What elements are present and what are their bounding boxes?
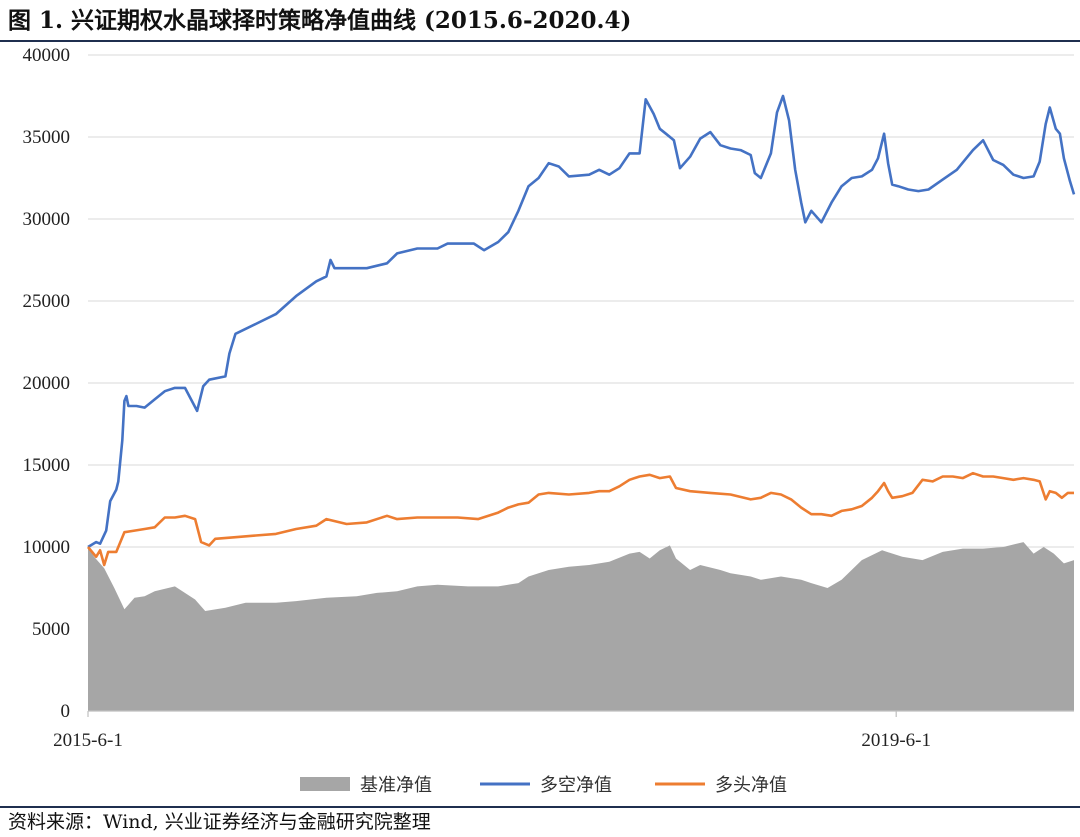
legend: 基准净值 多空净值 多头净值 [300,775,787,796]
series-line-1 [87,94,1076,549]
gridlines [88,54,1074,630]
legend-label: 多头净值 [715,775,787,796]
area-series [88,542,1074,711]
y-tick-label: 30000 [23,209,71,230]
series-area-benchmark [88,542,1074,711]
x-tick-label: 2019-6-1 [861,730,931,751]
line-series [86,94,1076,567]
y-tick-label: 15000 [23,455,71,476]
y-tick-label: 40000 [23,45,71,66]
y-tick-label: 35000 [23,127,71,148]
series-line-2 [86,471,1074,567]
chart-title: 图 1. 兴证期权水晶球择时策略净值曲线 (2015.6-2020.4) [8,7,632,34]
legend-label: 多空净值 [540,775,612,796]
y-axis-ticks: 0 5000 10000 15000 20000 25000 30000 35000 40000 [23,45,71,722]
bottom-rule [0,806,1080,808]
line-chart: 0 5000 10000 15000 20000 25000 30000 35000 40000… [23,45,1076,796]
y-tick-label: 0 [61,701,71,722]
top-rule [0,40,1080,42]
x-axis-ticks: 2015-6-1 2019-6-1 [53,711,931,751]
y-tick-label: 20000 [23,373,71,394]
y-tick-label: 25000 [23,291,71,312]
legend-swatch [300,777,350,791]
x-tick-label: 2015-6-1 [53,730,123,751]
legend-label: 基准净值 [360,775,432,796]
y-tick-label: 5000 [32,619,70,640]
y-tick-label: 10000 [23,537,71,558]
source-note: 资料来源：Wind, 兴业证券经济与金融研究院整理 [8,811,431,833]
